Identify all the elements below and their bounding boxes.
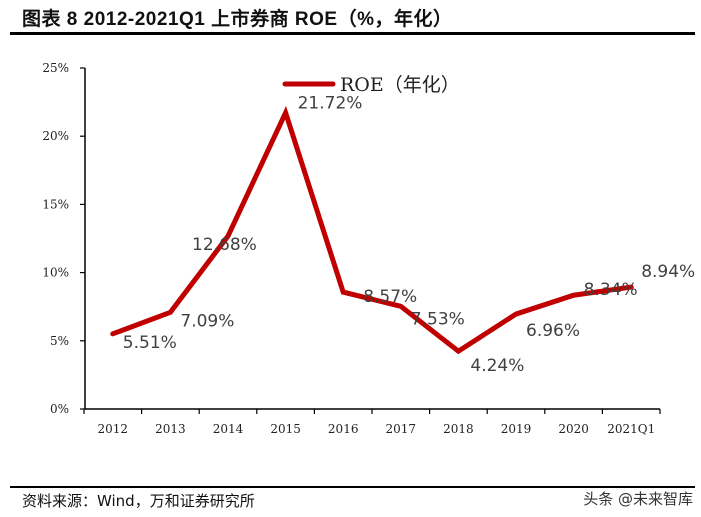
x-tick-label: 2013 [155,422,186,436]
line-chart: 0% 5% 10% 15% 20% 25% 2012 2013 2014 2015 2016 2017… [42,61,695,436]
data-label: 5.51% [123,333,177,353]
roe-line [110,105,634,355]
y-tick-label: 25% [42,61,69,75]
x-tick-label: 2018 [443,422,474,436]
y-tick-label: 10% [42,266,69,280]
y-tick-label: 5% [50,334,69,348]
data-label: 12.68% [192,235,257,255]
x-tick-label: 2014 [213,422,244,436]
bottom-divider [10,486,695,488]
legend-label: ROE（年化） [340,74,460,96]
data-label: 8.57% [363,287,417,307]
data-label: 8.34% [584,280,638,300]
x-tick-label: 2016 [328,422,359,436]
x-tick-label: 2012 [98,422,129,436]
data-label: 7.53% [411,309,465,329]
top-divider [10,32,695,35]
data-label: 8.94% [641,262,695,282]
y-tick-label: 15% [42,197,69,211]
data-label: 7.09% [180,311,234,331]
source-note: 资料来源：Wind，万和证券研究所 [22,492,255,510]
y-tick-label: 0% [50,402,69,416]
x-tick-label: 2021Q1 [607,422,655,436]
data-label: 21.72% [298,94,363,114]
x-tick-label: 2020 [558,422,589,436]
data-label: 6.96% [526,321,580,341]
chart-title: 图表 8 2012-2021Q1 上市券商 ROE（%，年化） [22,9,453,30]
x-tick-label: 2019 [501,422,532,436]
x-tick-label: 2015 [270,422,301,436]
watermark: 头条 @未来智库 [583,490,693,508]
x-tick-label: 2017 [386,422,417,436]
data-label: 4.24% [470,356,524,376]
y-tick-label: 20% [42,129,69,143]
